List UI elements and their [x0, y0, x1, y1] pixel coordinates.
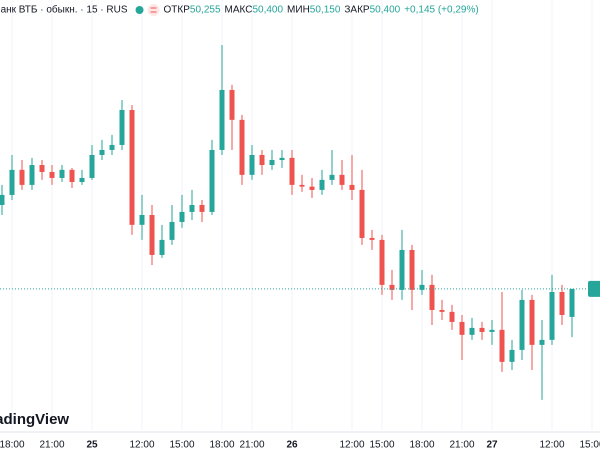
price-label: [588, 280, 600, 297]
candle-body: [499, 329, 505, 362]
x-tick-label: 21:00: [449, 440, 474, 450]
candle-body: [39, 165, 45, 172]
candle-body: [309, 186, 315, 190]
candle-body: [479, 327, 485, 332]
candle-body: [229, 89, 235, 120]
candle-body: [239, 119, 245, 175]
change-value: +0,145 (+0,29%): [404, 5, 479, 16]
flag-icon: [147, 4, 160, 16]
ohlc-value: 50,400: [252, 5, 283, 16]
candle-body: [179, 211, 185, 222]
candle-body: [399, 249, 405, 290]
candle-body: [409, 249, 415, 290]
x-tick-label: 15:00: [579, 440, 600, 450]
candle-body: [139, 215, 145, 225]
candle-body: [539, 339, 545, 345]
candle-body: [419, 284, 425, 290]
ohlc-label: ЗАКР: [344, 5, 370, 16]
candle-body: [289, 157, 295, 185]
candle-body: [0, 194, 5, 205]
status-dot: [135, 6, 144, 14]
candle-body: [489, 329, 495, 332]
watermark: TradingView: [0, 411, 69, 428]
x-tick-label: 15:00: [169, 440, 194, 450]
x-tick-label: 21:00: [39, 440, 64, 450]
candle-body: [459, 321, 465, 335]
candle-body: [329, 174, 335, 180]
x-tick-label: 18:00: [209, 440, 234, 450]
candle-body: [159, 239, 165, 255]
candle-body: [169, 221, 175, 240]
candle-body: [519, 299, 525, 350]
candle-body: [259, 154, 265, 166]
x-tick-label: 21:00: [239, 440, 264, 450]
candle-body: [529, 299, 535, 345]
candle-body: [29, 165, 35, 185]
candle-body: [99, 149, 105, 155]
candle-body: [509, 349, 515, 362]
x-tick-label: 12:00: [539, 440, 564, 450]
candle-body: [369, 237, 375, 240]
candle-body: [129, 110, 135, 225]
x-tick-label: 18:00: [0, 440, 25, 450]
x-tick-label: 25: [86, 440, 98, 450]
candle-body: [299, 184, 305, 187]
ohlc-label: МИН: [287, 5, 310, 16]
header: Банк ВТБ · обыкн. · 15 · RUS ОТКР 50,255 МА…: [0, 4, 479, 16]
candle-body: [339, 174, 345, 185]
candle-body: [559, 292, 565, 315]
candle-body: [19, 169, 25, 185]
candle-body: [349, 184, 355, 190]
candle-body: [199, 204, 205, 212]
candle-body: [269, 159, 275, 166]
ohlc-value: 50,150: [310, 5, 341, 16]
x-tick-label: 12:00: [129, 440, 154, 450]
candle-body: [209, 149, 215, 212]
x-tick-label: 12:00: [339, 440, 364, 450]
candle-body: [569, 288, 575, 317]
ohlc-value: 50,255: [190, 5, 221, 16]
candle-body: [359, 189, 365, 238]
candle-body: [379, 239, 385, 285]
candle-body: [149, 215, 155, 255]
candle-body: [319, 179, 325, 190]
candle-body: [109, 144, 115, 150]
candle-body: [389, 284, 395, 290]
symbol-title: Банк ВТБ · обыкн. · 15 · RUS: [0, 4, 128, 16]
candle-body: [49, 171, 55, 178]
candle-body: [429, 284, 435, 310]
candle-body: [449, 311, 455, 322]
candle-body: [469, 327, 475, 335]
x-tick-label: 26: [286, 440, 298, 450]
candle-body: [89, 154, 95, 178]
candle-body: [219, 89, 225, 150]
candle-body: [59, 169, 65, 178]
candle-body: [189, 204, 195, 212]
ohlc-value: 50,400: [370, 5, 401, 16]
candle-body: [9, 169, 15, 195]
ohlc-label: МАКС: [225, 5, 253, 16]
x-tick-label: 15:00: [369, 440, 394, 450]
x-tick-label: 18:00: [409, 440, 434, 450]
candle-body: [69, 169, 75, 182]
candle-body: [119, 110, 125, 145]
candle-body: [279, 157, 285, 160]
ohlc-label: ОТКР: [164, 5, 191, 16]
candle-body: [79, 177, 85, 182]
candle-body: [549, 292, 555, 340]
candle-body: [439, 309, 445, 312]
candle-body: [249, 154, 255, 175]
x-tick-label: 27: [486, 440, 498, 450]
